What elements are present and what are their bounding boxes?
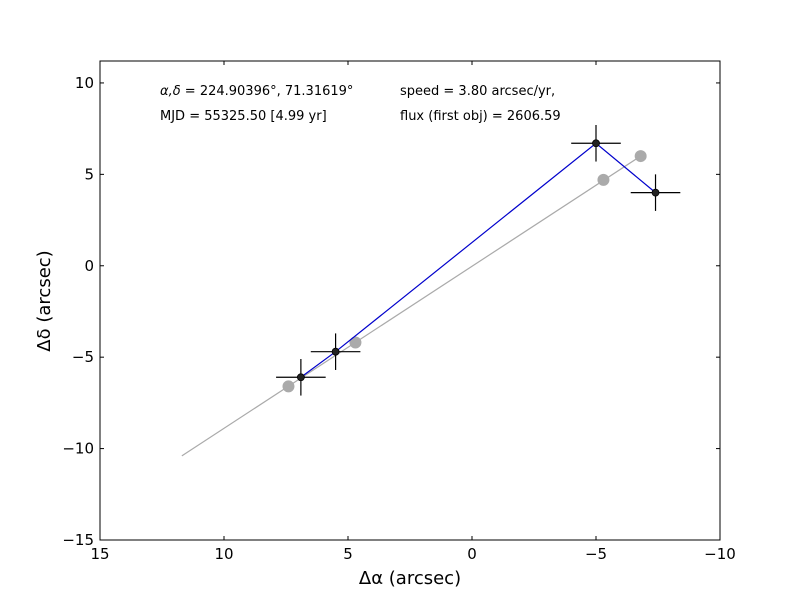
- model-line: [181, 155, 641, 457]
- y-tick-label: 5: [84, 165, 94, 183]
- x-tick-label: 5: [343, 545, 353, 563]
- model-point: [634, 150, 647, 163]
- coords-symbols: α,δ: [160, 84, 181, 99]
- x-tick-label: 15: [90, 545, 109, 563]
- x-tick-label: −5: [585, 545, 607, 563]
- axis-ticks: [99, 61, 721, 541]
- model-point: [597, 173, 610, 186]
- x-tick-label: 0: [467, 545, 477, 563]
- speed-annotation: speed = 3.80 arcsec/yr,: [400, 84, 555, 99]
- y-tick-label: 0: [84, 257, 94, 275]
- observed-point: [651, 188, 660, 197]
- model-point: [282, 380, 295, 393]
- y-tick-label: 10: [75, 74, 94, 92]
- model-series: [181, 150, 647, 457]
- y-tick-label: −15: [62, 531, 94, 549]
- model-point: [349, 336, 362, 349]
- observed-point: [331, 347, 340, 356]
- x-tick-label: −10: [704, 545, 736, 563]
- observed-path: [300, 142, 656, 378]
- mjd-annotation: MJD = 55325.50 [4.99 yr]: [160, 109, 327, 124]
- flux-annotation: flux (first obj) = 2606.59: [400, 109, 561, 124]
- x-tick-label: 10: [214, 545, 233, 563]
- x-axis-label: Δα (arcsec): [359, 568, 461, 589]
- coords-annotation: α,δ = 224.90396°, 71.31619°: [160, 84, 353, 99]
- coords-values: = 224.90396°, 71.31619°: [181, 84, 354, 99]
- plot-frame: [99, 60, 721, 541]
- observed-series: [276, 124, 681, 396]
- y-tick-label: −10: [62, 440, 94, 458]
- tick-labels: 15 10 5 0 −5 −10 10 5 0 −5 −10 −15: [62, 74, 735, 563]
- y-tick-label: −5: [72, 348, 94, 366]
- observed-point: [296, 373, 305, 382]
- y-axis-label: Δδ (arcsec): [34, 250, 55, 351]
- observed-point: [592, 139, 600, 148]
